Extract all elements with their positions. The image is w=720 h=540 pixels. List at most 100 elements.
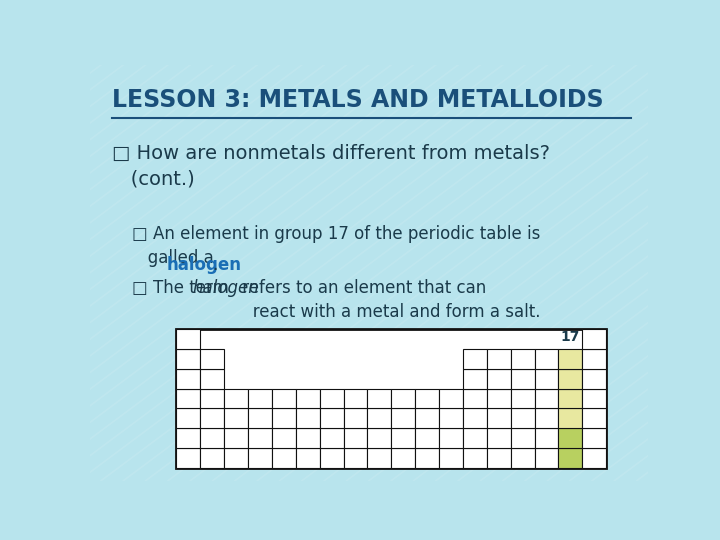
Bar	[200, 389, 224, 408]
Bar	[487, 428, 510, 448]
Bar	[439, 448, 463, 468]
Bar	[224, 389, 248, 408]
Bar	[200, 408, 224, 428]
Bar	[296, 389, 320, 408]
Bar	[176, 408, 200, 428]
Bar	[272, 428, 296, 448]
Bar	[582, 389, 606, 408]
Bar	[439, 389, 463, 408]
Bar	[510, 389, 534, 408]
Bar	[176, 369, 200, 389]
Bar	[463, 349, 487, 369]
Bar	[343, 428, 367, 448]
Bar	[510, 369, 534, 389]
Bar	[559, 428, 582, 448]
Bar	[582, 408, 606, 428]
Bar	[248, 408, 272, 428]
Bar	[224, 408, 248, 428]
Text: LESSON 3: METALS AND METALLOIDS: LESSON 3: METALS AND METALLOIDS	[112, 87, 604, 112]
Bar	[224, 428, 248, 448]
Bar	[582, 329, 606, 349]
Text: 17: 17	[561, 330, 580, 345]
Bar	[534, 349, 559, 369]
Bar	[176, 329, 606, 468]
Bar	[510, 448, 534, 468]
Text: halogen: halogen	[166, 256, 241, 274]
Bar	[200, 349, 224, 369]
Bar	[176, 329, 200, 349]
Bar	[248, 448, 272, 468]
Bar	[559, 408, 582, 428]
Bar	[582, 448, 606, 468]
Bar	[200, 448, 224, 468]
Bar	[463, 448, 487, 468]
Bar	[224, 448, 248, 468]
Bar	[343, 389, 367, 408]
Bar	[367, 428, 392, 448]
Bar	[415, 428, 439, 448]
Bar	[463, 428, 487, 448]
Bar	[439, 408, 463, 428]
Bar	[463, 369, 487, 389]
Bar	[510, 408, 534, 428]
Bar	[272, 448, 296, 468]
Bar	[248, 428, 272, 448]
Bar	[320, 389, 343, 408]
Bar	[487, 389, 510, 408]
Bar	[510, 428, 534, 448]
Bar	[367, 448, 392, 468]
Bar	[200, 369, 224, 389]
Text: halogen: halogen	[192, 279, 259, 297]
Bar	[487, 349, 510, 369]
Bar	[534, 389, 559, 408]
Bar	[320, 448, 343, 468]
Bar	[534, 448, 559, 468]
Bar	[176, 448, 200, 468]
Bar	[487, 448, 510, 468]
Bar	[343, 448, 367, 468]
Bar	[392, 408, 415, 428]
Text: refers to an element that can
   react with a metal and form a salt.: refers to an element that can react with…	[237, 279, 540, 321]
Bar	[463, 408, 487, 428]
Bar	[463, 389, 487, 408]
Bar	[439, 428, 463, 448]
Text: □ An element in group 17 of the periodic table is
   galled a: □ An element in group 17 of the periodic…	[132, 225, 540, 267]
Bar	[296, 448, 320, 468]
Bar	[367, 389, 392, 408]
Bar	[534, 428, 559, 448]
Bar	[176, 349, 200, 369]
Bar	[248, 389, 272, 408]
Bar	[487, 369, 510, 389]
Bar	[582, 428, 606, 448]
Bar	[343, 408, 367, 428]
Bar	[272, 389, 296, 408]
Bar	[392, 428, 415, 448]
Text: .: .	[212, 256, 217, 274]
Bar	[392, 448, 415, 468]
Bar	[415, 389, 439, 408]
Bar	[559, 369, 582, 389]
Bar	[559, 448, 582, 468]
Bar	[582, 349, 606, 369]
Text: □ How are nonmetals different from metals?
   (cont.): □ How are nonmetals different from metal…	[112, 144, 550, 188]
Bar	[582, 369, 606, 389]
Bar	[534, 369, 559, 389]
Bar	[559, 389, 582, 408]
Bar	[320, 428, 343, 448]
Bar	[415, 408, 439, 428]
Bar	[176, 428, 200, 448]
Bar	[487, 408, 510, 428]
Bar	[296, 428, 320, 448]
Bar	[367, 408, 392, 428]
Bar	[510, 349, 534, 369]
Bar	[272, 408, 296, 428]
Bar	[296, 408, 320, 428]
Bar	[534, 408, 559, 428]
Bar	[559, 349, 582, 369]
Bar	[200, 428, 224, 448]
Bar	[320, 408, 343, 428]
Bar	[415, 448, 439, 468]
Bar	[176, 389, 200, 408]
Bar	[392, 389, 415, 408]
Text: □ The term: □ The term	[132, 279, 234, 297]
